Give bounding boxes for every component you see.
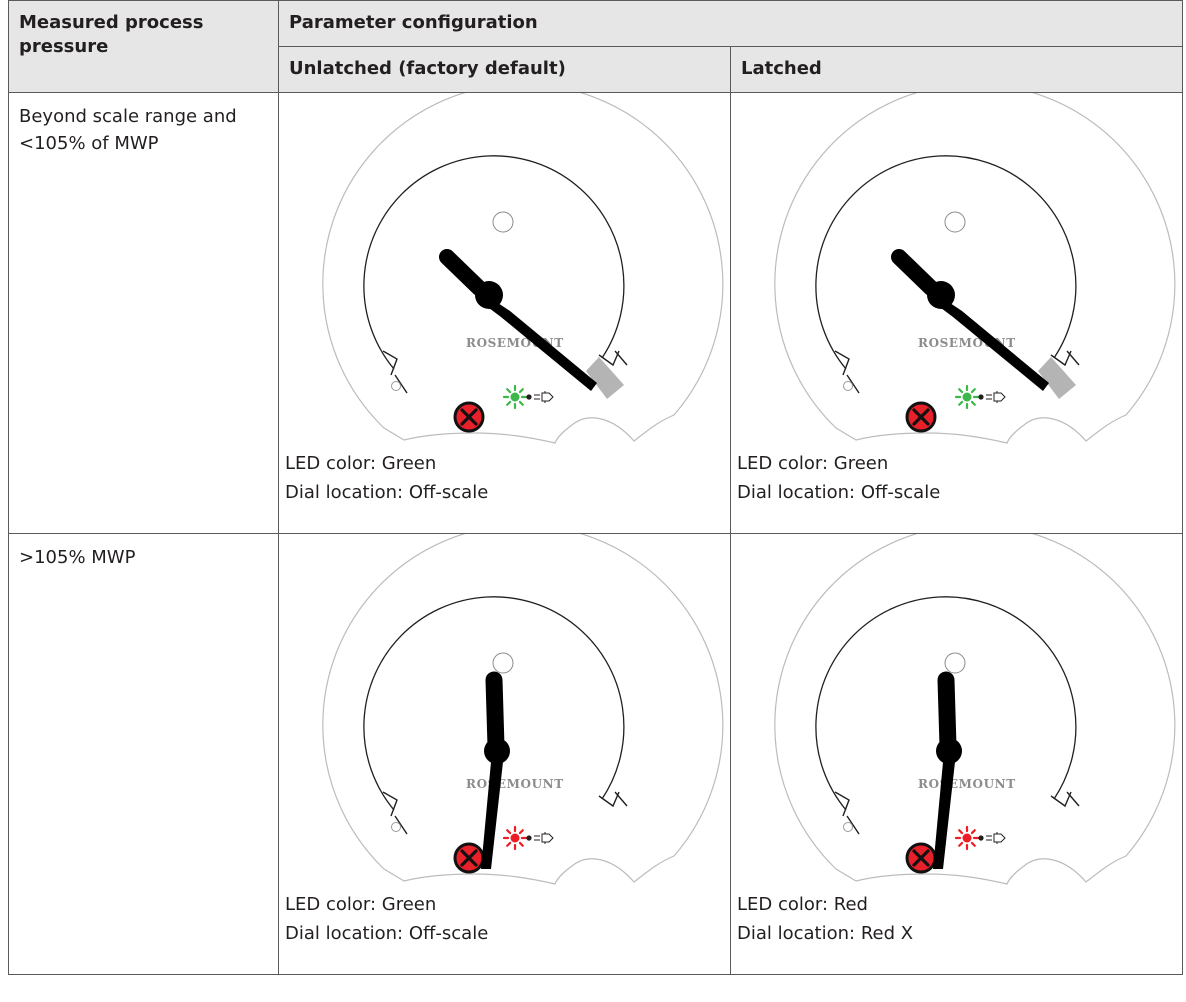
dial-location-caption: Dial location: Off-scale <box>285 923 489 944</box>
connector-icon <box>993 832 1006 844</box>
gauge-small-hole <box>843 822 853 832</box>
gauge-pointer <box>439 249 597 391</box>
header-parameter-configuration: Parameter configuration <box>277 0 1184 47</box>
header-measured-pressure: Measured process pressure <box>8 0 279 93</box>
gauge-top-hole <box>944 211 966 233</box>
header-unlatched-text: Unlatched (factory default) <box>289 58 566 79</box>
gauge-pointer <box>891 249 1049 391</box>
led-status-icon <box>954 825 984 851</box>
row-label-beyond-scale: Beyond scale range and <105% of MWP <box>8 92 279 534</box>
gauge-left-tick <box>846 374 860 394</box>
led-color-caption: LED color: Green <box>285 894 437 915</box>
gauge-scale-arc <box>815 596 1077 811</box>
connector-icon <box>541 832 554 844</box>
gauge-diagram: ROSEMOUNT <box>279 534 730 889</box>
equals-icon <box>986 835 992 841</box>
gauge-left-tick <box>382 350 398 376</box>
gauge-right-tick <box>1050 791 1072 808</box>
gauge-housing-outline <box>322 93 724 444</box>
gauge-diagram: ROSEMOUNT <box>731 93 1182 448</box>
led-status-icon <box>954 384 984 410</box>
gauge-scale-arc <box>815 155 1077 370</box>
gauge-left-tick <box>382 791 398 817</box>
gauge-right-tick <box>1050 350 1072 367</box>
connector-icon <box>993 391 1006 403</box>
gauge-housing-outline <box>774 534 1176 885</box>
led-status-icon <box>502 384 532 410</box>
gauge-scale-arc <box>363 596 625 811</box>
gauge-top-hole <box>492 211 514 233</box>
gauge-brand-text: ROSEMOUNT <box>466 777 564 791</box>
gauge-svg: ROSEMOUNT <box>322 534 724 885</box>
led-color-caption: LED color: Red <box>737 894 868 915</box>
row-label-text: Beyond scale range and <105% of MWP <box>19 106 237 154</box>
row-label-text: >105% MWP <box>19 547 136 568</box>
gauge-diagram: ROSEMOUNT <box>279 93 730 448</box>
dial-location-caption: Dial location: Off-scale <box>285 482 489 503</box>
led-color-caption: LED color: Green <box>737 453 889 474</box>
header-latched: Latched <box>729 46 1184 93</box>
table-row: >105% MWP ROSEMOUNT LED color: Green Dia… <box>8 533 1184 975</box>
red-x-icon <box>905 401 937 433</box>
gauge-scale-arc <box>363 155 625 370</box>
header-measured-pressure-text: Measured process pressure <box>19 12 204 57</box>
gauge-right-tick <box>1066 791 1080 807</box>
header-unlatched: Unlatched (factory default) <box>278 46 731 93</box>
gauge-small-hole <box>391 822 401 832</box>
red-x-icon <box>453 401 485 433</box>
gauge-housing-outline <box>322 534 724 885</box>
gauge-small-hole <box>391 381 401 391</box>
equals-icon <box>534 835 540 841</box>
gauge-housing-outline <box>774 93 1176 444</box>
led-color-caption: LED color: Green <box>285 453 437 474</box>
gauge-cell-unlatched: ROSEMOUNT LED color: Green Dial location… <box>278 92 731 534</box>
gauge-right-tick <box>614 350 628 366</box>
gauge-cell-unlatched: ROSEMOUNT LED color: Green Dial location… <box>278 533 731 975</box>
gauge-right-tick <box>598 791 620 808</box>
alarm-behavior-table: Measured process pressure Parameter conf… <box>8 0 1184 975</box>
gauge-pointer <box>481 671 510 869</box>
equals-icon <box>534 394 540 400</box>
gauge-right-tick <box>598 350 620 367</box>
gauge-diagram: ROSEMOUNT <box>731 534 1182 889</box>
row-label-over-mwp: >105% MWP <box>8 533 279 975</box>
red-x-icon <box>905 842 937 874</box>
header-parameter-configuration-text: Parameter configuration <box>289 12 538 33</box>
gauge-left-tick <box>394 374 408 394</box>
gauge-right-tick <box>614 791 628 807</box>
gauge-cell-latched: ROSEMOUNT LED color: Green Dial location… <box>729 92 1184 534</box>
off-scale-zone <box>1038 357 1076 399</box>
gauge-svg: ROSEMOUNT <box>322 93 724 444</box>
dial-location-caption: Dial location: Off-scale <box>737 482 941 503</box>
gauge-right-tick <box>1066 350 1080 366</box>
red-x-icon <box>453 842 485 874</box>
table-row: Beyond scale range and <105% of MWP ROSE… <box>8 92 1184 534</box>
equals-icon <box>986 394 992 400</box>
gauge-left-tick <box>834 350 850 376</box>
off-scale-zone <box>586 357 624 399</box>
header-latched-text: Latched <box>741 58 822 79</box>
gauge-top-hole <box>944 652 966 674</box>
gauge-pointer <box>933 671 962 869</box>
dial-location-caption: Dial location: Red X <box>737 923 914 944</box>
gauge-left-tick <box>834 791 850 817</box>
gauge-svg: ROSEMOUNT <box>774 93 1176 444</box>
gauge-left-tick <box>846 815 860 835</box>
connector-icon <box>541 391 554 403</box>
gauge-svg: ROSEMOUNT <box>774 534 1176 885</box>
gauge-small-hole <box>843 381 853 391</box>
led-status-icon <box>502 825 532 851</box>
gauge-cell-latched: ROSEMOUNT LED color: Red Dial location: … <box>729 533 1184 975</box>
gauge-left-tick <box>394 815 408 835</box>
gauge-top-hole <box>492 652 514 674</box>
gauge-brand-text: ROSEMOUNT <box>918 777 1016 791</box>
